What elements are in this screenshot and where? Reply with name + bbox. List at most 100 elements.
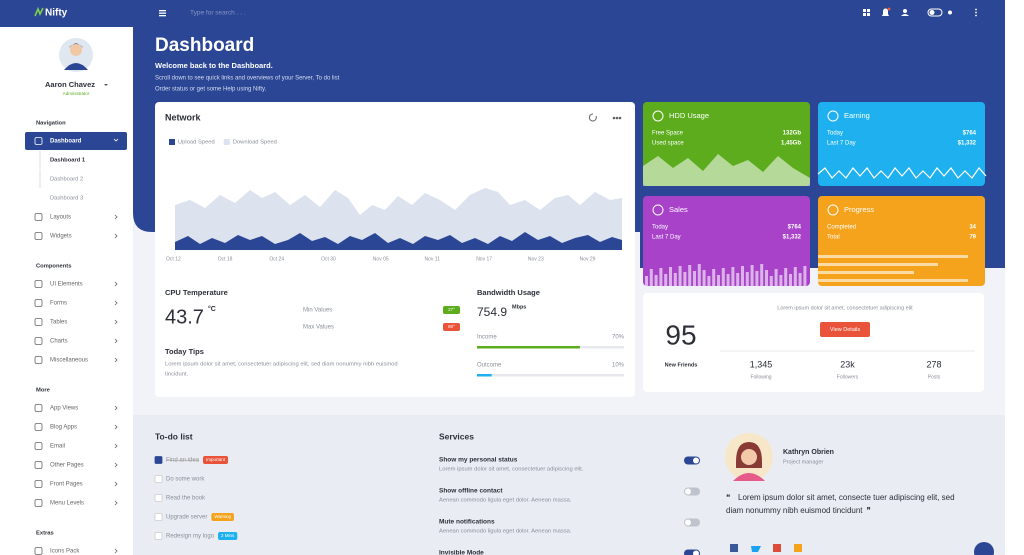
network-tools[interactable] [588,113,622,122]
badge [443,323,460,331]
nav-item[interactable]: Forms [50,301,67,307]
bar-percent: 10% [612,363,625,369]
checkbox[interactable] [154,456,163,464]
section-title: Today Tips [165,347,204,356]
description: Scroll down to see quick links and overv… [155,76,340,82]
todo-text: Read the book [166,496,206,502]
stat-label: Used space [652,141,684,147]
nav-active [25,132,127,150]
spark-bar [818,263,938,266]
nav-item[interactable]: Menu Levels [50,501,84,507]
nav-icon [34,499,43,507]
stat-value: $764 [963,131,977,137]
nav-item[interactable]: Tables [50,320,67,326]
legend-swatch [169,139,175,145]
nav-item[interactable]: UI Elements [50,282,83,288]
nav-chevron [114,548,118,554]
checkbox[interactable] [154,532,163,540]
nav-subitem[interactable]: Dashboard 2 [50,177,83,183]
x-label: Nov 29 [580,256,596,262]
nav-chevron [114,500,118,506]
stat-card [643,196,810,286]
nav-item[interactable]: Email [50,444,65,450]
user-dropdown[interactable] [104,84,108,86]
nav-section-title: More [36,388,51,394]
nav-icon [34,318,43,326]
stat-title: Earning [844,111,870,120]
nav-icon [34,404,43,412]
social-icons[interactable] [730,544,802,552]
spark-bar [784,268,788,286]
nav-subitem[interactable]: Dashboard 1 [50,158,86,164]
toggle-knob [685,488,691,495]
tips-text: tincidunt. [165,372,189,378]
nav-icon [34,423,43,431]
min-label: Min Values [303,308,332,314]
todo-text: Redesign my logo [166,534,215,540]
topbar-icons[interactable] [863,7,977,17]
nav-subitem[interactable]: Dashboard 3 [50,196,83,202]
bottom-band [133,415,1005,555]
nav-item[interactable]: Miscellaneous [50,358,88,364]
bandwidth-unit: Mbps [512,304,526,310]
spark-bar [654,275,658,286]
floating-button[interactable] [974,542,994,555]
nav-item[interactable]: App Views [50,406,78,412]
spark-bar [697,264,701,286]
toggle-knob [693,457,699,464]
brand: Nifty [45,8,68,19]
nav-icon [34,480,43,488]
sparkline [817,167,987,179]
checkbox[interactable] [154,494,163,502]
spark-bar [678,266,682,286]
quote-mark: ❞ [867,506,871,515]
stat-label: Last 7 Day [652,235,681,241]
nav-item[interactable]: Charts [50,339,68,345]
button-text[interactable]: View Details [830,327,860,333]
view-details-button[interactable] [820,322,870,337]
nav-icon [34,442,43,450]
checkbox[interactable] [154,513,163,521]
spark-bar [750,265,754,286]
progress-track [477,374,624,377]
stat-number: 23k [840,359,855,369]
brand-logo [34,6,44,17]
stat-number: 1,345 [750,359,773,369]
hamburger[interactable] [159,10,166,17]
toggle-knob [685,519,691,526]
toggle-knob [693,550,699,555]
nav-item[interactable]: Blog Apps [50,425,77,431]
x-label: Nov 23 [528,256,544,262]
nav-item[interactable]: Front Pages [50,482,83,488]
nav-icon [34,213,43,221]
nav-item[interactable]: Icons Pack [50,549,80,555]
bar-label: Income [477,335,497,341]
search-input[interactable]: Type for search . . . [190,10,246,17]
nav-icon [34,232,43,240]
spark-bar [803,266,807,286]
friends-count: 95 [665,319,696,350]
checkbox[interactable] [154,475,163,483]
nav-item[interactable]: Other Pages [50,463,84,469]
user-avatar [59,38,93,72]
nav-chevron [114,357,118,363]
nav-item[interactable]: Dashboard [50,139,82,145]
progress-bar [477,374,492,377]
spark-bar [774,269,778,286]
spark-bar [669,267,672,286]
service-title: Invisible Mode [439,550,484,555]
left-gutter [0,27,20,555]
stat-value: 79 [969,235,976,241]
nav-icon [34,280,43,288]
nav-item[interactable]: Layouts [50,215,71,221]
nav-item[interactable]: Widgets [50,234,72,240]
spark-bar [707,276,711,286]
nav-chevron [113,138,119,142]
spark-bar [755,271,759,286]
nav-chevron [114,319,118,325]
spark-bar [765,270,768,286]
todo-text: Do some work [166,477,205,483]
spark-bar [721,268,725,286]
nav-chevron [114,405,118,411]
bandwidth-value: 754.9 [477,305,507,319]
